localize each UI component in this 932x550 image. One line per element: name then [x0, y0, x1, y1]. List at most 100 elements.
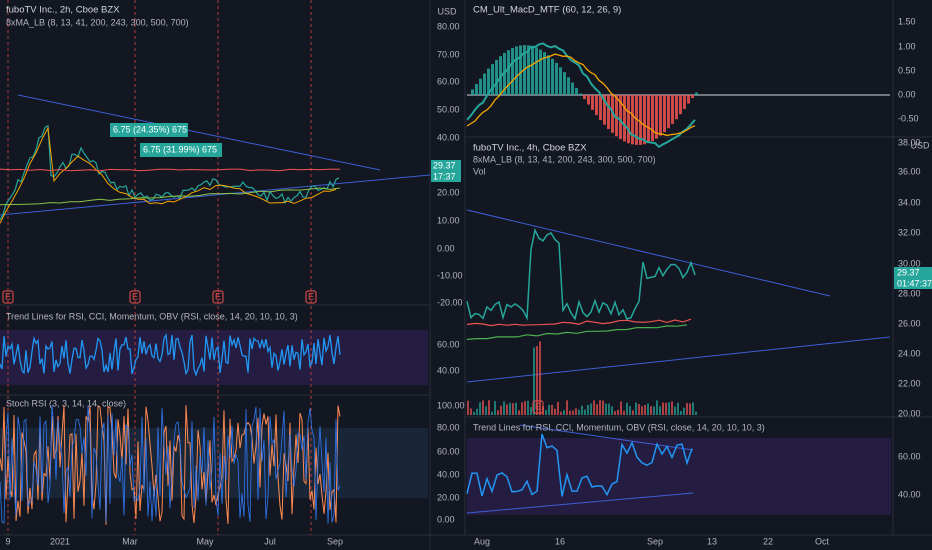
macd-bar — [635, 95, 638, 145]
trend-line — [466, 492, 694, 514]
macd-bar — [623, 95, 626, 142]
position-label-bg — [140, 143, 222, 157]
macd-bar — [691, 95, 694, 99]
volume-bar — [560, 411, 562, 415]
volume-bar — [641, 406, 643, 415]
earnings-lines — [7, 0, 312, 535]
volume-bar — [662, 402, 664, 415]
y-tick-label: 40.00 — [437, 469, 460, 479]
macd-bar — [515, 46, 518, 95]
volume-bar — [593, 400, 595, 415]
rsi-band-right — [467, 438, 891, 515]
volume-bar — [467, 400, 469, 415]
volume-bar — [503, 401, 505, 415]
y-tick-label: 30.00 — [898, 258, 921, 268]
volume-bar — [611, 406, 613, 415]
volume-bar — [590, 403, 592, 415]
y-tick-label: 60.00 — [437, 339, 460, 349]
volume-bar — [566, 400, 568, 415]
macd-bar — [639, 95, 642, 145]
macd-bar — [663, 95, 666, 133]
y-tick-label: 1.00 — [898, 41, 916, 51]
volume-bar — [692, 402, 694, 415]
macd-bar — [495, 59, 498, 95]
x-tick-label: 22 — [763, 536, 773, 546]
y-tick-label: 26.00 — [898, 318, 921, 328]
macd-bar — [687, 95, 690, 104]
volume-bar — [569, 410, 571, 415]
volume-bar — [554, 408, 556, 415]
earnings-marker — [2, 290, 14, 304]
y-tick-label: 0.00 — [437, 514, 455, 524]
macd-bar — [547, 55, 550, 95]
volume-bar — [668, 402, 670, 415]
plot-line — [0, 332, 341, 377]
volume-bar — [536, 345, 538, 415]
x-tick-label: 16 — [555, 536, 565, 546]
stoch-title: Stoch RSI (3, 3, 14, 14, close) — [6, 398, 126, 408]
x-tick-label: Jul — [264, 536, 276, 546]
volume-bar — [653, 406, 655, 415]
macd-bar — [571, 82, 574, 95]
y-tick-label: 32.00 — [898, 227, 921, 237]
macd-bar — [487, 68, 490, 95]
volume-bar — [527, 400, 529, 415]
macd-bar — [539, 49, 542, 95]
macd-bar — [567, 77, 570, 95]
volume-bar — [629, 406, 631, 415]
y-tick-label: 20.00 — [437, 492, 460, 502]
volume-bar — [488, 400, 490, 415]
volume-bar — [494, 401, 496, 415]
y-tick-label: 60.00 — [437, 446, 460, 456]
volume-bar — [638, 404, 640, 415]
volume-bar — [521, 402, 523, 415]
macd-bar — [603, 95, 606, 125]
volume-bar — [518, 410, 520, 415]
macd-bar — [527, 45, 530, 95]
macd-bar — [607, 95, 610, 129]
volume-bar — [530, 407, 532, 415]
y-tick-label: 38.00 — [898, 137, 921, 147]
y-tick-label: 80.00 — [437, 21, 460, 31]
y-tick-label: 100.00 — [437, 400, 465, 410]
plot-line — [0, 124, 340, 221]
x-tick-label: Sep — [327, 536, 343, 546]
y-tick-label: 40.00 — [437, 132, 460, 142]
volume-bar — [671, 401, 673, 415]
trend-line — [466, 209, 831, 297]
volume-bar — [683, 407, 685, 415]
time-tag: 01:47:37 — [897, 278, 932, 288]
macd-bar — [519, 45, 522, 95]
macd-bar — [655, 95, 658, 139]
volume-bar — [482, 400, 484, 415]
time-tag: 17:37 — [433, 171, 456, 181]
volume-bar — [497, 410, 499, 415]
volume-bar — [680, 410, 682, 415]
volume-bar — [563, 410, 565, 415]
volume-bar — [572, 410, 574, 415]
volume-bar — [608, 403, 610, 415]
macd-bar — [651, 95, 654, 142]
plot-line — [0, 168, 341, 172]
indicator-label: 8xMA_LB (8, 13, 41, 200, 243, 300, 500, … — [473, 154, 656, 164]
plots — [0, 42, 698, 525]
volume-bar — [677, 402, 679, 415]
macd-bar — [667, 95, 670, 129]
y-tick-label: 20.00 — [437, 187, 460, 197]
volume-bar — [587, 404, 589, 415]
volume-bar — [581, 405, 583, 415]
macd-bar — [659, 95, 662, 136]
x-tick-label: Mar — [122, 536, 138, 546]
volume-bar — [620, 401, 622, 415]
volume-bar — [650, 406, 652, 415]
trend-line — [519, 424, 694, 451]
plot-line — [466, 227, 696, 321]
volume-bar — [506, 404, 508, 415]
macd-bar — [475, 83, 478, 95]
plot-line — [466, 42, 696, 149]
macd-bar — [627, 95, 630, 144]
earnings-label: E — [535, 401, 541, 411]
volume-bar — [479, 402, 481, 415]
y-tick-label: 28.00 — [898, 288, 921, 298]
